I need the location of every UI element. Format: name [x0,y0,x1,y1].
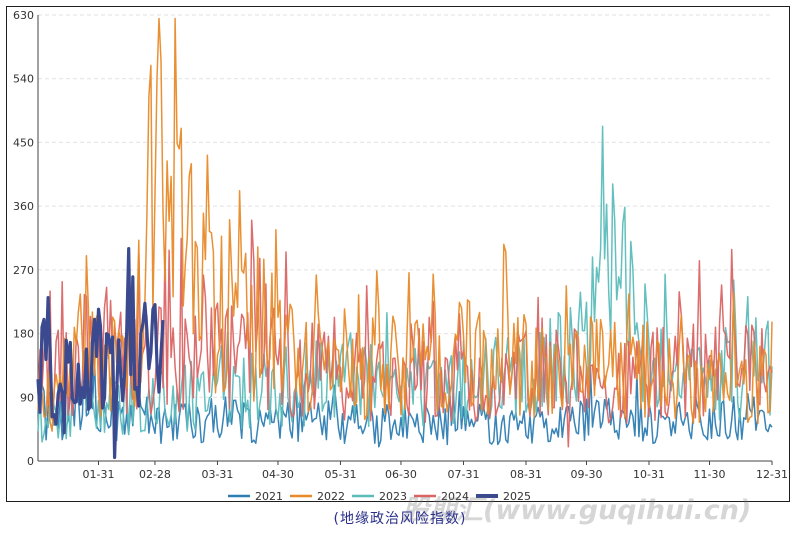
y-tick-label: 180 [13,328,34,341]
x-tick-label: 10-31 [633,468,665,481]
x-tick-label: 07-31 [447,468,479,481]
y-tick-label: 360 [13,200,34,213]
y-tick-label: 450 [13,136,34,149]
y-tick-label: 630 [13,9,34,22]
y-tick-label: 270 [13,264,34,277]
legend-label-2022: 2022 [317,490,345,503]
y-tick-label: 90 [20,391,34,404]
x-tick-label: 03-31 [201,468,233,481]
legend-label-2021: 2021 [255,490,283,503]
x-tick-label: 04-30 [262,468,294,481]
legend-label-2023: 2023 [379,490,407,503]
chart-caption: (地缘政治风险指数) [333,511,467,527]
series-line-2022 [37,17,773,432]
y-tick-label: 0 [27,455,34,468]
series-line-2025 [36,247,165,460]
legend-label-2024: 2024 [441,490,469,503]
x-tick-label: 02-28 [139,468,171,481]
x-tick-label: 01-31 [83,468,115,481]
x-tick-label: 06-30 [385,468,417,481]
x-tick-label: 11-30 [694,468,726,481]
x-tick-label: 05-31 [324,468,356,481]
x-tick-label: 09-30 [570,468,602,481]
legend-label-2025: 2025 [503,490,531,503]
watermark: 股期汇(www.guqihui.cn) [402,495,752,526]
chart-frame [6,6,790,502]
y-tick-label: 540 [13,73,34,86]
x-tick-label: 12-31 [756,468,788,481]
x-tick-label: 08-31 [510,468,542,481]
